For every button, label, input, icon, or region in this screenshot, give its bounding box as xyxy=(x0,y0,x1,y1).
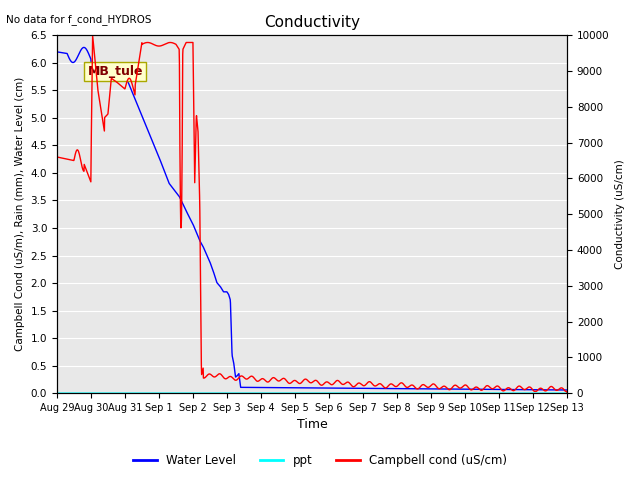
X-axis label: Time: Time xyxy=(296,419,328,432)
Text: No data for f_cond_HYDROS: No data for f_cond_HYDROS xyxy=(6,14,152,25)
Text: MB_tule: MB_tule xyxy=(88,65,143,78)
Y-axis label: Campbell Cond (uS/m), Rain (mm), Water Level (cm): Campbell Cond (uS/m), Rain (mm), Water L… xyxy=(15,77,25,351)
Legend: Water Level, ppt, Campbell cond (uS/cm): Water Level, ppt, Campbell cond (uS/cm) xyxy=(128,449,512,472)
Y-axis label: Conductivity (uS/cm): Conductivity (uS/cm) xyxy=(615,159,625,269)
Title: Conductivity: Conductivity xyxy=(264,15,360,30)
